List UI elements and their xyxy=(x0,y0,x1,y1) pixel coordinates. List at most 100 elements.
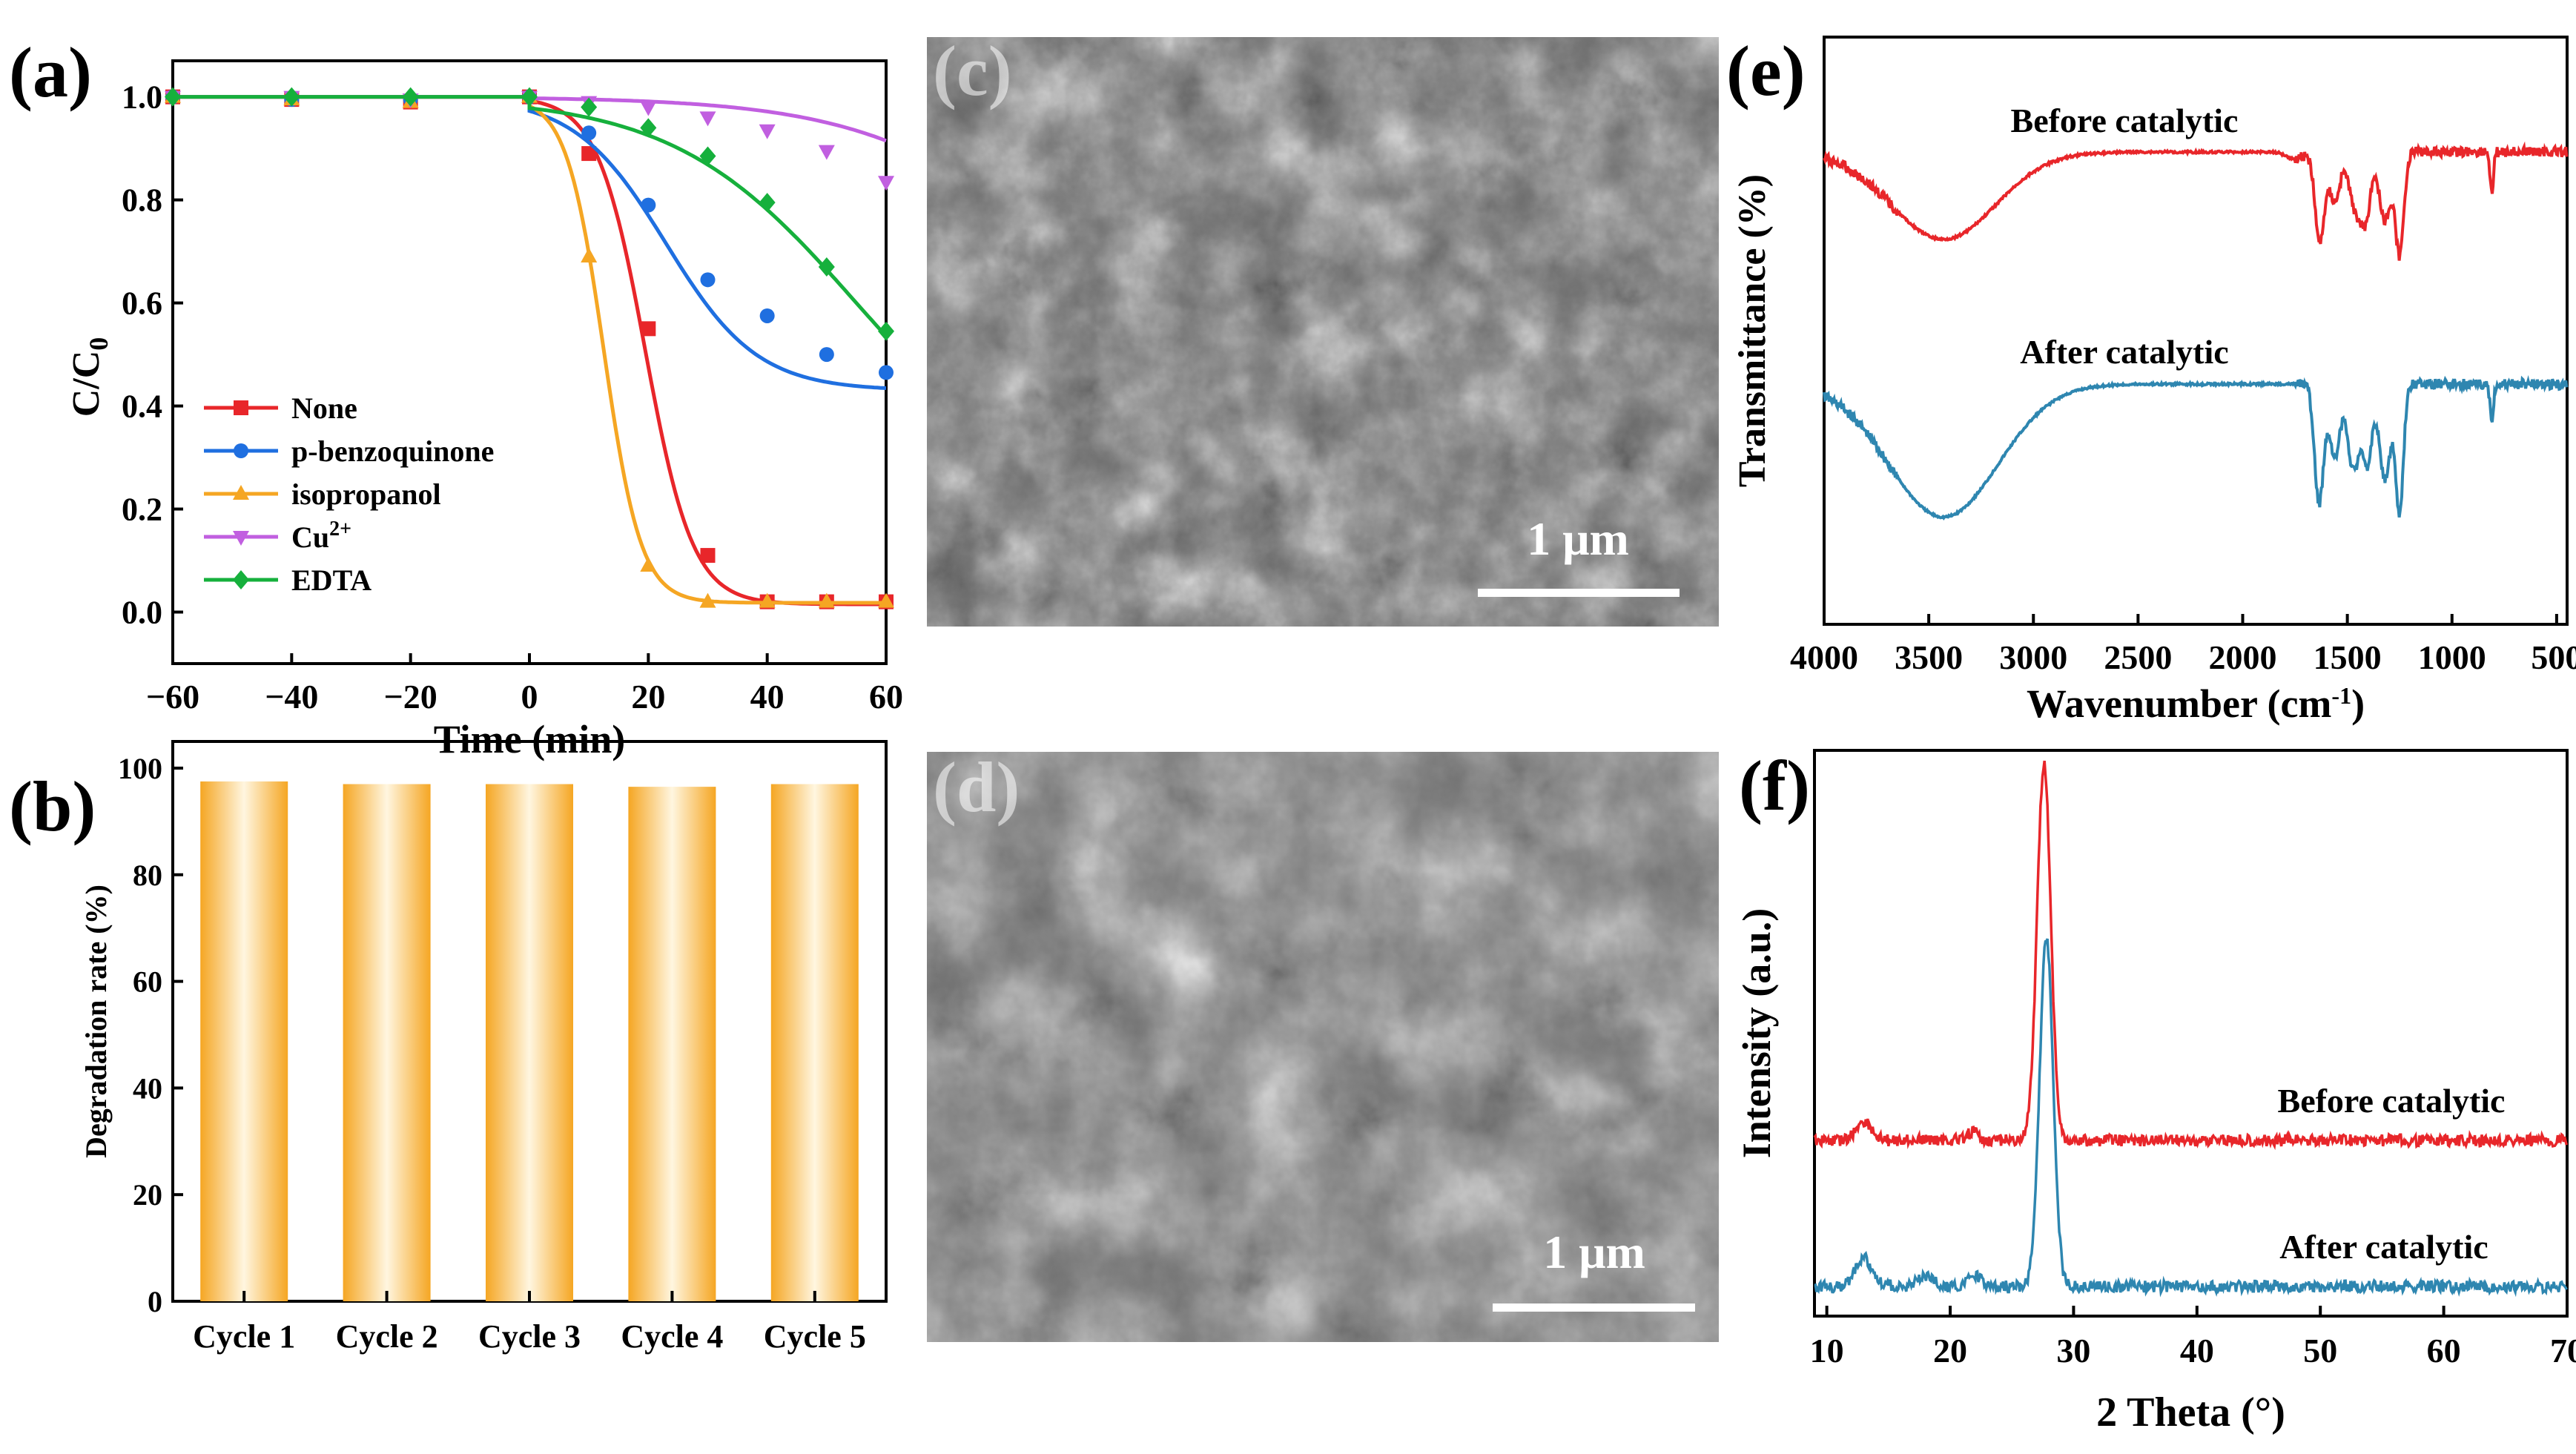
series-label: Before catalytic xyxy=(2011,102,2239,139)
x-tick-label: Cycle 2 xyxy=(336,1318,438,1355)
series-none xyxy=(165,89,894,609)
panel-e-chart: 4000 3500 3000 2500 2000 1500 1000 500 Wavenumbe… xyxy=(1731,36,2576,726)
series-line xyxy=(173,95,886,605)
panel-a-chart: −60 −40 −20 0 20 40 60 0.0 0.2 0.4 0.6 0.8 1.0 Time (… xyxy=(65,59,903,761)
x-tick-label: 3000 xyxy=(1999,638,2067,676)
series-edta xyxy=(165,87,894,341)
data-point xyxy=(233,485,249,500)
x-axis-label-part: ) xyxy=(2351,681,2365,726)
x-tick-label: −40 xyxy=(265,678,318,716)
legend-label: EDTA xyxy=(291,564,371,597)
x-tick-label: 40 xyxy=(750,678,785,716)
x-tick-label: −60 xyxy=(146,678,199,716)
y-tick-label: 40 xyxy=(133,1071,162,1105)
x-tick-label: 3500 xyxy=(1895,638,1963,676)
x-tick-label: 500 xyxy=(2531,638,2576,676)
x-tick-label: 20 xyxy=(1933,1332,1967,1369)
data-point xyxy=(818,592,835,608)
y-tick-label: 80 xyxy=(133,859,162,892)
data-point xyxy=(879,365,894,380)
x-tick-label: 60 xyxy=(2427,1332,2461,1369)
series-line xyxy=(173,95,886,607)
spectrum-after xyxy=(1823,374,2569,521)
panel-c-sem-image: (c) 1 μm xyxy=(927,31,1719,627)
y-axis-label-main: C/C xyxy=(65,351,108,417)
data-point xyxy=(818,145,835,160)
x-tick-label: 30 xyxy=(2056,1332,2090,1369)
data-point xyxy=(759,193,776,213)
data-point xyxy=(700,548,716,564)
x-tick-label: 0 xyxy=(521,678,538,716)
y-axis-label: C/C0 xyxy=(65,337,113,417)
x-tick-label: 50 xyxy=(2303,1332,2337,1369)
x-tick-label: −20 xyxy=(384,678,437,716)
panel-b-chart: 0 20 40 60 80 100 Degradation rate (%) Cycle 1 C… xyxy=(79,740,888,1355)
y-axis-label-sub: 0 xyxy=(84,337,113,351)
data-point xyxy=(581,248,598,263)
data-point xyxy=(581,97,598,117)
y-tick-label: 100 xyxy=(118,752,162,785)
data-point xyxy=(700,272,716,288)
series-label: Before catalytic xyxy=(2278,1082,2506,1120)
spectrum-before xyxy=(1823,141,2569,261)
pattern-after xyxy=(1814,938,2568,1298)
y-tick-label: 0.8 xyxy=(122,182,162,219)
panel-d-sem-image: (d) 1 μm xyxy=(927,747,1719,1342)
x-tick-label: 1500 xyxy=(2314,638,2382,676)
data-point xyxy=(640,101,657,116)
data-point xyxy=(521,87,538,107)
legend-label-sup: 2+ xyxy=(329,518,351,541)
legend-label: Cu2+ xyxy=(291,518,351,554)
x-tick-label: 40 xyxy=(2180,1332,2214,1369)
legend-label-main: None xyxy=(291,391,357,425)
plot-frame xyxy=(1823,36,2569,626)
legend-label-main: p-benzoquinone xyxy=(291,434,494,468)
data-point xyxy=(759,124,776,139)
x-axis-label: Time (min) xyxy=(434,717,625,761)
data-point xyxy=(878,592,894,608)
x-axis-label-part: Wavenumber (cm xyxy=(2027,681,2331,726)
data-point xyxy=(640,118,657,138)
x-tick-label: 70 xyxy=(2550,1332,2576,1369)
scalebar-c xyxy=(1478,589,1680,597)
bar xyxy=(770,784,859,1301)
data-point xyxy=(233,531,249,546)
data-point xyxy=(878,176,894,191)
x-axis-label: Wavenumber (cm-1) xyxy=(2027,681,2365,726)
y-axis-label: Transmittance (%) xyxy=(1731,174,1774,487)
x-tick-label: 10 xyxy=(1810,1332,1844,1369)
data-point xyxy=(699,146,716,166)
data-point xyxy=(234,400,248,415)
data-point xyxy=(819,347,834,363)
x-axis-label-part: -1 xyxy=(2331,682,2351,709)
data-point xyxy=(641,197,656,213)
panel-label-f: (f) xyxy=(1739,746,1810,825)
data-point xyxy=(640,556,657,572)
x-tick-label: Cycle 3 xyxy=(478,1318,581,1355)
series-p-benzoquinone xyxy=(165,89,894,390)
legend-label: p-benzoquinone xyxy=(291,434,494,468)
x-tick-label: 2000 xyxy=(2209,638,2277,676)
data-point xyxy=(233,570,249,589)
x-tick-label: 20 xyxy=(631,678,665,716)
data-point xyxy=(759,592,776,608)
legend-label-main: Cu xyxy=(291,521,329,554)
bar xyxy=(343,784,431,1301)
legend-label: None xyxy=(291,391,357,425)
x-tick-label: Cycle 4 xyxy=(621,1318,723,1355)
scalebar-label-c: 1 μm xyxy=(1527,512,1629,565)
y-axis-label: Intensity (a.u.) xyxy=(1734,908,1779,1159)
bar xyxy=(200,781,288,1301)
data-point xyxy=(818,257,835,277)
pattern-before xyxy=(1813,760,2568,1151)
bar xyxy=(486,784,573,1301)
y-tick-label: 60 xyxy=(133,965,162,999)
data-point xyxy=(641,321,656,337)
panel-label-e: (e) xyxy=(1726,31,1806,110)
bar xyxy=(628,787,716,1301)
legend: None p-benzoquinone isopropanol Cu2+ EDTA xyxy=(204,391,494,597)
y-tick-label: 1.0 xyxy=(122,79,162,116)
data-point xyxy=(878,321,894,341)
y-axis-label: Degradation rate (%) xyxy=(79,885,113,1158)
